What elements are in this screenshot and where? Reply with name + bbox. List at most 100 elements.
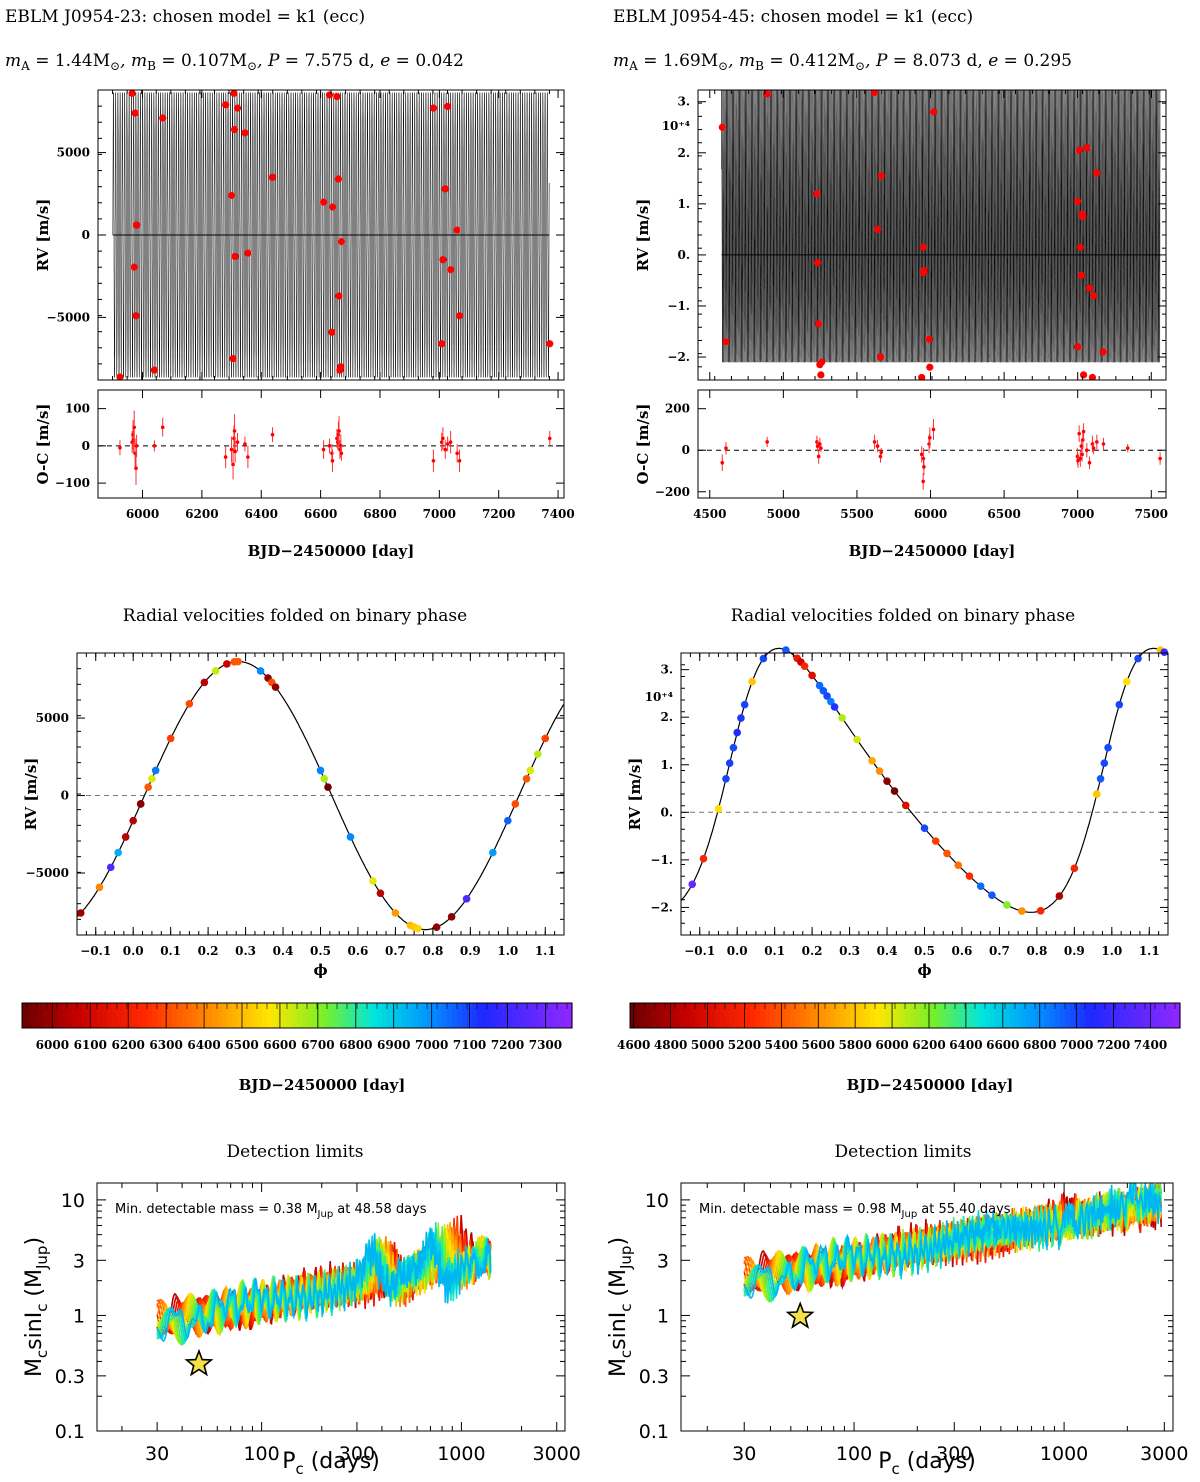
colorbar-cell bbox=[472, 1003, 478, 1028]
rv-point bbox=[817, 371, 825, 379]
colorbar-cell bbox=[97, 1003, 103, 1028]
x-axis-label: BJD−2450000 [day] bbox=[849, 542, 1016, 560]
y-tick-label: 0 bbox=[61, 789, 69, 803]
colorbar-frame bbox=[21, 1002, 573, 1029]
x-tick-label: 6200 bbox=[185, 507, 218, 521]
colorbar-cell bbox=[880, 1003, 886, 1028]
annotation-part: Min. detectable mass = bbox=[699, 1202, 857, 1217]
phase-point bbox=[511, 800, 520, 808]
colorbar-tick-label: 5000 bbox=[691, 1038, 724, 1052]
rv-point bbox=[328, 328, 336, 336]
oc-point bbox=[931, 427, 936, 432]
colorbar-cell bbox=[645, 1003, 651, 1028]
x-tick-label: 0.0 bbox=[123, 944, 144, 958]
colorbar-cell bbox=[925, 1003, 931, 1028]
x-tick-label: −0.1 bbox=[80, 944, 111, 958]
exponent-label: 10⁺⁴ bbox=[662, 119, 690, 133]
colorbar-cell bbox=[795, 1003, 801, 1028]
oc-point bbox=[872, 440, 877, 444]
rv-point bbox=[132, 312, 140, 320]
colorbar-cell bbox=[1090, 1003, 1096, 1028]
phase-point bbox=[234, 657, 242, 666]
phase-point bbox=[346, 833, 355, 841]
oc-point bbox=[1087, 460, 1092, 465]
y-tick-label: 1. bbox=[677, 197, 690, 211]
phase-point bbox=[853, 735, 861, 744]
x-tick-label: 0.6 bbox=[348, 944, 369, 958]
colorbar-cell bbox=[392, 1003, 398, 1028]
colorbar-tick-label: 6700 bbox=[301, 1038, 334, 1052]
x-tick-label: 1.0 bbox=[497, 944, 518, 958]
colorbar-cell bbox=[37, 1003, 43, 1028]
oc-point bbox=[336, 432, 341, 437]
colorbar-cell bbox=[327, 1003, 333, 1028]
oc-point bbox=[1095, 440, 1099, 444]
phase-point bbox=[965, 872, 974, 880]
colorbar-cell bbox=[292, 1003, 298, 1028]
colorbar-tick-label: 4600 bbox=[617, 1038, 650, 1052]
x-tick-label: 0.0 bbox=[727, 944, 748, 958]
colorbar-cell bbox=[635, 1003, 641, 1028]
oc-point bbox=[1078, 456, 1083, 461]
colorbar-cell bbox=[930, 1003, 936, 1028]
colorbar-cell bbox=[262, 1003, 268, 1028]
phase-point bbox=[320, 774, 329, 783]
colorbar-tick-label: 7000 bbox=[415, 1038, 448, 1052]
detection-curve bbox=[156, 1227, 492, 1342]
rv-point bbox=[128, 90, 136, 97]
y-tick-label: −100 bbox=[55, 476, 90, 490]
colorbar-cell bbox=[690, 1003, 696, 1028]
colorbar-cell bbox=[202, 1003, 208, 1028]
phase-point bbox=[1160, 648, 1169, 656]
colorbar-cell bbox=[567, 1003, 573, 1028]
x-label-part: P bbox=[282, 1449, 295, 1474]
phase-point bbox=[121, 833, 130, 841]
colorbar-tick-label: 7100 bbox=[453, 1038, 486, 1052]
rv-point bbox=[1077, 271, 1085, 279]
colorbar-cell bbox=[447, 1003, 453, 1028]
y-tick-label: 1 bbox=[657, 1305, 669, 1327]
phase-point bbox=[166, 734, 175, 743]
x-tick-label: 1.0 bbox=[1101, 944, 1122, 958]
rv-point bbox=[244, 249, 252, 257]
colorbar-cell bbox=[985, 1003, 991, 1028]
colorbar-tick-label: 4800 bbox=[654, 1038, 687, 1052]
colorbar-cell bbox=[152, 1003, 158, 1028]
colorbar-cell bbox=[357, 1003, 363, 1028]
x-tick-label: 4500 bbox=[693, 507, 726, 521]
colorbar-cell bbox=[955, 1003, 961, 1028]
subtitle-part: , m bbox=[728, 51, 755, 71]
colorbar-cell bbox=[785, 1003, 791, 1028]
colorbar-cell bbox=[27, 1003, 33, 1028]
colorbar-cell bbox=[347, 1003, 353, 1028]
oc-point bbox=[118, 445, 122, 450]
annotation-part: Jup bbox=[901, 1209, 918, 1220]
colorbar-cell bbox=[457, 1003, 463, 1028]
x-tick-label: 0.5 bbox=[310, 944, 331, 958]
colorbar-cell bbox=[1175, 1003, 1181, 1028]
colorbar-cell bbox=[910, 1003, 916, 1028]
phase-point bbox=[151, 766, 160, 775]
y-tick-label: −200 bbox=[655, 485, 690, 499]
colorbar-cell bbox=[1005, 1003, 1011, 1028]
colorbar-cell bbox=[1075, 1003, 1081, 1028]
x-tick-label: 0.8 bbox=[422, 944, 443, 958]
y-tick-label: 10 bbox=[645, 1190, 669, 1212]
colorbar-cell bbox=[1165, 1003, 1171, 1028]
colorbar-tick-label: 6000 bbox=[36, 1038, 69, 1052]
phase-point bbox=[324, 783, 332, 791]
subtitle-part: A bbox=[20, 59, 30, 73]
y-tick-label: 2. bbox=[677, 146, 690, 160]
oc-point bbox=[445, 442, 450, 446]
phase-point bbox=[223, 660, 231, 668]
oc-point bbox=[455, 451, 459, 456]
subtitle-part: e bbox=[380, 51, 390, 71]
rv-point bbox=[1099, 348, 1108, 356]
colorbar-cell bbox=[975, 1003, 981, 1028]
detection-title: Detection limits bbox=[227, 1142, 364, 1162]
subtitle-part: = 8.073 d, bbox=[887, 51, 988, 71]
oc-point bbox=[1081, 438, 1085, 442]
subtitle-part: = 1.69M bbox=[638, 51, 718, 71]
y-label-part: c bbox=[33, 1304, 51, 1312]
